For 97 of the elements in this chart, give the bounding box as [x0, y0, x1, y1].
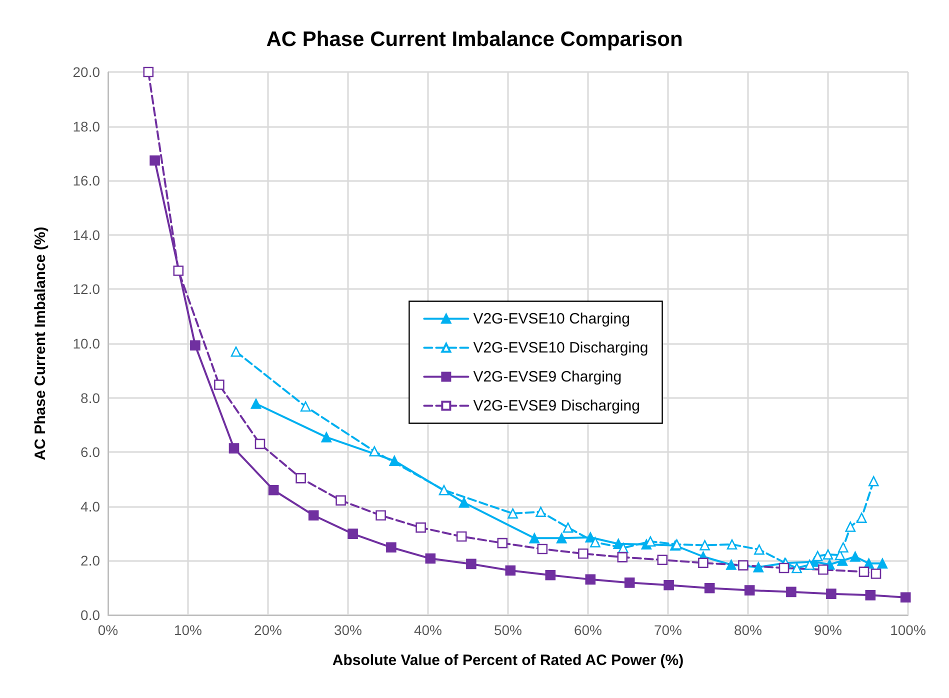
- point: [230, 346, 242, 357]
- x-tick-label: 100%: [890, 622, 926, 638]
- point: [726, 539, 738, 550]
- point: [856, 512, 867, 523]
- point: [438, 484, 450, 496]
- point: [818, 564, 828, 575]
- x-tick-label: 60%: [574, 622, 602, 638]
- point: [822, 549, 834, 560]
- point: [386, 542, 396, 553]
- point: [529, 533, 540, 544]
- legend-label: V2G-EVSE9 Discharging: [473, 397, 640, 414]
- y-tick-label: 16.0: [72, 172, 100, 189]
- x-tick-label: 10%: [174, 622, 202, 638]
- point: [845, 522, 856, 532]
- point: [466, 558, 476, 570]
- point: [190, 340, 200, 351]
- point: [838, 542, 848, 553]
- point: [738, 560, 748, 570]
- point: [726, 560, 736, 570]
- point: [858, 566, 870, 577]
- point: [376, 510, 386, 521]
- x-tick-label: 90%: [814, 622, 842, 638]
- y-tick-label: 2.0: [80, 552, 100, 569]
- point: [698, 558, 708, 568]
- y-tick-label: 20.0: [72, 64, 100, 80]
- y-axis-title: AC Phase Current Imbalance (%): [32, 226, 49, 460]
- point: [228, 443, 240, 454]
- point: [585, 574, 596, 585]
- point: [700, 540, 710, 550]
- point: [458, 497, 470, 508]
- point: [556, 533, 567, 544]
- point: [704, 582, 715, 594]
- y-tick-label: 12.0: [72, 281, 100, 298]
- point: [300, 401, 311, 412]
- x-tick-label: 70%: [654, 622, 682, 638]
- point: [268, 484, 279, 496]
- point: [456, 531, 467, 542]
- point: [850, 551, 860, 562]
- x-tick-label: 40%: [414, 622, 442, 638]
- y-tick-label: 18.0: [72, 118, 100, 134]
- point: [173, 266, 184, 276]
- point: [536, 506, 546, 517]
- point: [617, 552, 628, 562]
- x-tick-label: 0%: [98, 622, 118, 638]
- legend-label: V2G-EVSE10 Discharging: [473, 339, 648, 356]
- point: [416, 522, 426, 533]
- point: [143, 66, 154, 78]
- point: [537, 544, 548, 554]
- point: [508, 508, 518, 519]
- y-tick-label: 14.0: [72, 226, 100, 243]
- point: [505, 565, 516, 576]
- chart-title: AC Phase Current Imbalance Comparison: [266, 28, 683, 51]
- point: [792, 562, 802, 574]
- point: [321, 432, 332, 442]
- y-tick-label: 4.0: [80, 498, 100, 514]
- point: [578, 548, 588, 559]
- point: [870, 568, 882, 579]
- point: [826, 588, 836, 599]
- point: [150, 155, 160, 166]
- y-tick-label: 0.0: [80, 607, 100, 623]
- y-tick-label: 10.0: [72, 336, 100, 352]
- point: [425, 553, 436, 564]
- point: [865, 590, 876, 600]
- point: [778, 562, 790, 574]
- point: [296, 473, 306, 484]
- point: [389, 456, 400, 466]
- point: [590, 537, 600, 548]
- point: [254, 438, 266, 450]
- point: [250, 398, 262, 409]
- point: [657, 554, 668, 566]
- point: [877, 558, 888, 569]
- point: [754, 544, 764, 555]
- point: [624, 578, 635, 588]
- point: [308, 510, 319, 521]
- point: [804, 560, 815, 570]
- y-tick-label: 6.0: [80, 444, 100, 460]
- x-axis-title: Absolute Value of Percent of Rated AC Power (%): [332, 652, 684, 669]
- x-tick-label: 80%: [734, 622, 762, 638]
- point: [753, 562, 764, 572]
- y-tick-label: 8.0: [80, 390, 100, 406]
- x-tick-label: 30%: [334, 622, 362, 638]
- point: [868, 476, 879, 486]
- point: [497, 538, 508, 548]
- legend-label: V2G-EVSE10 Charging: [473, 310, 630, 328]
- point: [664, 580, 674, 590]
- point: [348, 528, 358, 539]
- point: [369, 446, 380, 456]
- point: [545, 570, 556, 580]
- point: [562, 522, 574, 533]
- point: [214, 380, 224, 390]
- point: [900, 592, 911, 602]
- x-tick-label: 50%: [494, 622, 522, 638]
- legend-label: V2G-EVSE9 Charging: [473, 368, 622, 386]
- point: [336, 495, 346, 506]
- x-tick-label: 20%: [254, 622, 282, 638]
- point: [744, 585, 755, 596]
- point: [786, 586, 796, 598]
